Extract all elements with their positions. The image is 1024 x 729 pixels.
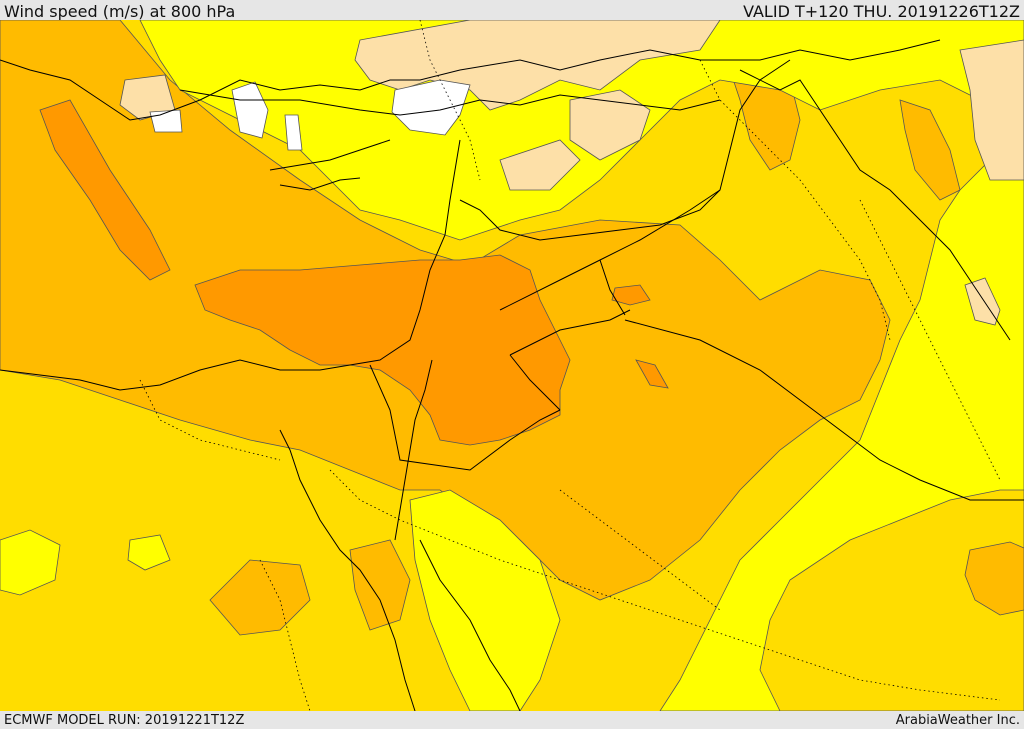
field-calm-west3 bbox=[284, 114, 303, 151]
field-calm-west2 bbox=[149, 109, 183, 133]
field-fresh-gulf bbox=[899, 99, 961, 201]
field-light-syria bbox=[499, 139, 581, 191]
field-low-southwest bbox=[0, 529, 61, 596]
credit: ArabiaWeather Inc. bbox=[895, 713, 1020, 728]
field-light-ne bbox=[959, 39, 1024, 181]
valid-time: VALID T+120 THU. 20191226T12Z bbox=[743, 2, 1020, 21]
field-moderate-se bbox=[759, 489, 1024, 711]
field-low-redsea bbox=[409, 489, 561, 711]
field-strong-spot1 bbox=[611, 284, 651, 306]
field-calm-west bbox=[231, 81, 269, 139]
header-bar bbox=[0, 0, 1024, 20]
field-fresh-south1 bbox=[209, 559, 311, 636]
field-strong-spot2 bbox=[635, 359, 669, 389]
map-title: Wind speed (m/s) at 800 hPa bbox=[4, 2, 236, 21]
footer-bar bbox=[0, 711, 1024, 729]
wind-speed-map bbox=[0, 20, 1024, 711]
model-run: ECMWF MODEL RUN: 20191221T12Z bbox=[4, 713, 245, 728]
field-fresh-se bbox=[964, 541, 1024, 616]
field-strong-core bbox=[194, 254, 571, 446]
field-low-sw2 bbox=[127, 534, 171, 571]
field-strong-nw bbox=[39, 99, 171, 281]
field-calm-turkey bbox=[391, 79, 471, 136]
field-light-iraq bbox=[569, 89, 651, 161]
regional-borders bbox=[139, 20, 1001, 711]
field-fresh-south2 bbox=[349, 539, 411, 631]
field-light-gulf bbox=[964, 277, 1001, 326]
borders bbox=[179, 59, 1024, 501]
coastlines bbox=[0, 39, 1011, 711]
